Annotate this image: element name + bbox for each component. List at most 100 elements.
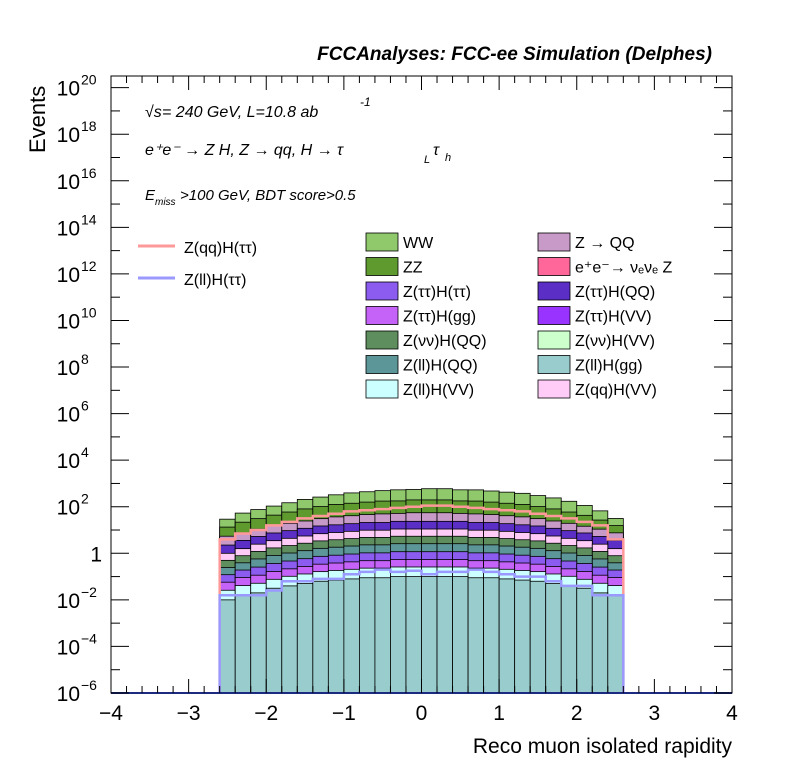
energy-lumi-text: = 240 GeV, L=10.8 ab xyxy=(162,104,318,121)
legend-swatch xyxy=(365,379,399,399)
stack-bar xyxy=(358,577,376,694)
y-tick-label: 10 xyxy=(57,310,80,333)
y-tick-exponent: 8 xyxy=(81,351,89,367)
y-tick-label: 10 xyxy=(57,404,80,427)
stack-bar xyxy=(560,585,578,694)
legend-label: Z(ττ)H(gg) xyxy=(403,309,476,326)
y-tick-label: 10 xyxy=(57,78,80,101)
stack-bar xyxy=(296,583,314,694)
stack-bar xyxy=(312,580,329,694)
stack-bar xyxy=(467,577,485,694)
legend-swatch xyxy=(365,257,399,276)
legend-label: Z(ll)H(QQ) xyxy=(403,358,478,375)
cut-text: >100 GeV, BDT score>0.5 xyxy=(180,187,356,204)
stack-bar xyxy=(234,594,252,694)
y-tick-exponent: 20 xyxy=(81,72,97,88)
signal-lines xyxy=(218,504,625,693)
stack-bar xyxy=(545,583,562,694)
legend-label: Z(νν)H(VV) xyxy=(575,333,655,350)
y-tick-exponent: 2 xyxy=(81,491,89,507)
x-axis-label: Reco muon isolated rapidity xyxy=(473,735,733,758)
cut-E: E xyxy=(145,187,156,204)
x-tick-label: 3 xyxy=(649,702,661,725)
y-tick-exponent: 12 xyxy=(81,258,97,274)
annotation-energy: √s = 240 GeV, L=10.8 ab -1 xyxy=(145,95,371,121)
y-tick-exponent: 14 xyxy=(81,211,97,227)
x-tick-label: 4 xyxy=(726,702,738,725)
stack-bar xyxy=(219,599,236,694)
process-tau2: τ xyxy=(433,142,440,159)
x-tick-label: 1 xyxy=(493,702,505,725)
legend-label: Z(qq)H(VV) xyxy=(575,382,657,399)
stack-bar xyxy=(281,585,298,694)
y-tick-label: 10 xyxy=(57,264,80,287)
y-tick-exponent: 4 xyxy=(81,444,89,460)
stack-bar xyxy=(514,579,531,694)
y-tick-label: 1 xyxy=(90,543,102,566)
stack-bar xyxy=(421,576,438,694)
stack-bar xyxy=(250,592,267,694)
y-tick-exponent: −4 xyxy=(81,630,97,646)
stack-bar xyxy=(498,578,516,694)
y-tick-label: 10 xyxy=(57,636,80,659)
legend-swatch xyxy=(537,355,571,374)
legend-swatch xyxy=(365,306,399,325)
y-tick-exponent: 6 xyxy=(81,398,89,414)
y-tick-label: 10 xyxy=(57,450,80,473)
stack-bar xyxy=(452,576,469,694)
legend-swatch xyxy=(537,281,571,301)
process-sub-L: L xyxy=(424,154,430,166)
y-tick-label: 10 xyxy=(57,171,80,194)
stack-bar xyxy=(390,576,407,694)
process-sub-h: h xyxy=(445,152,451,164)
legend-label: Z(ττ)H(ττ) xyxy=(403,284,471,301)
stack-z-ll-h-gg- xyxy=(219,576,624,694)
legend-line-label: Z(qq)H(ττ) xyxy=(184,240,257,257)
x-tick-label: 2 xyxy=(571,702,583,725)
stack-bar xyxy=(607,594,624,694)
legend-swatch xyxy=(537,306,571,325)
y-tick-exponent: 10 xyxy=(81,304,97,320)
y-tick-label: 10 xyxy=(57,683,80,706)
y-tick-exponent: −2 xyxy=(81,584,97,600)
legend-label: Z → QQ xyxy=(575,235,635,252)
figure-title: FCCAnalyses: FCC-ee Simulation (Delphes) xyxy=(317,44,712,65)
y-tick-exponent: 18 xyxy=(81,118,97,134)
legend-swatch xyxy=(365,330,399,350)
annotation-cuts: E miss >100 GeV, BDT score>0.5 xyxy=(145,187,356,208)
legend-label: Z(ττ)H(QQ) xyxy=(575,284,655,301)
x-tick-label: −3 xyxy=(177,702,201,725)
stack-bar xyxy=(529,580,547,694)
legend-label: WW xyxy=(403,235,434,252)
legend-swatch xyxy=(537,379,571,399)
legend-swatch xyxy=(365,232,399,252)
legend-label: Z(ll)H(VV) xyxy=(403,382,474,399)
legend-label: e⁺e⁻→ νₑνₑ Z xyxy=(575,260,672,277)
lumi-exponent: -1 xyxy=(360,95,371,109)
y-tick-label: 10 xyxy=(57,497,80,520)
stack-bar xyxy=(343,578,360,694)
line-z-qq-h- xyxy=(218,504,625,693)
legend-label: Z(νν)H(QQ) xyxy=(403,333,487,350)
legend-label: Z(ll)H(gg) xyxy=(575,358,643,375)
x-tick-label: −2 xyxy=(254,702,278,725)
cut-sub: miss xyxy=(155,197,176,208)
sqrt-s: √s xyxy=(145,104,162,121)
x-tick-label: −4 xyxy=(99,702,123,725)
stack-bar xyxy=(576,587,593,694)
stack-bar xyxy=(483,577,500,694)
stack-bar xyxy=(591,592,609,694)
legend: Z(qq)H(ττ) Z(ll)H(ττ) WW ZZ Z(ττ)H(ττ) Z(ττ)H… xyxy=(138,232,672,399)
y-tick-label: 10 xyxy=(57,590,80,613)
y-tick-label: 10 xyxy=(57,357,80,380)
legend-line-label: Z(ll)H(ττ) xyxy=(184,272,246,289)
legend-swatch xyxy=(537,232,571,252)
legend-label: Z(ττ)H(VV) xyxy=(575,309,652,326)
x-tick-label: −1 xyxy=(332,702,356,725)
legend-swatch xyxy=(365,355,399,374)
y-tick-exponent: −6 xyxy=(81,677,97,693)
y-axis-label: Events xyxy=(25,86,50,153)
y-tick-label: 10 xyxy=(57,217,80,240)
